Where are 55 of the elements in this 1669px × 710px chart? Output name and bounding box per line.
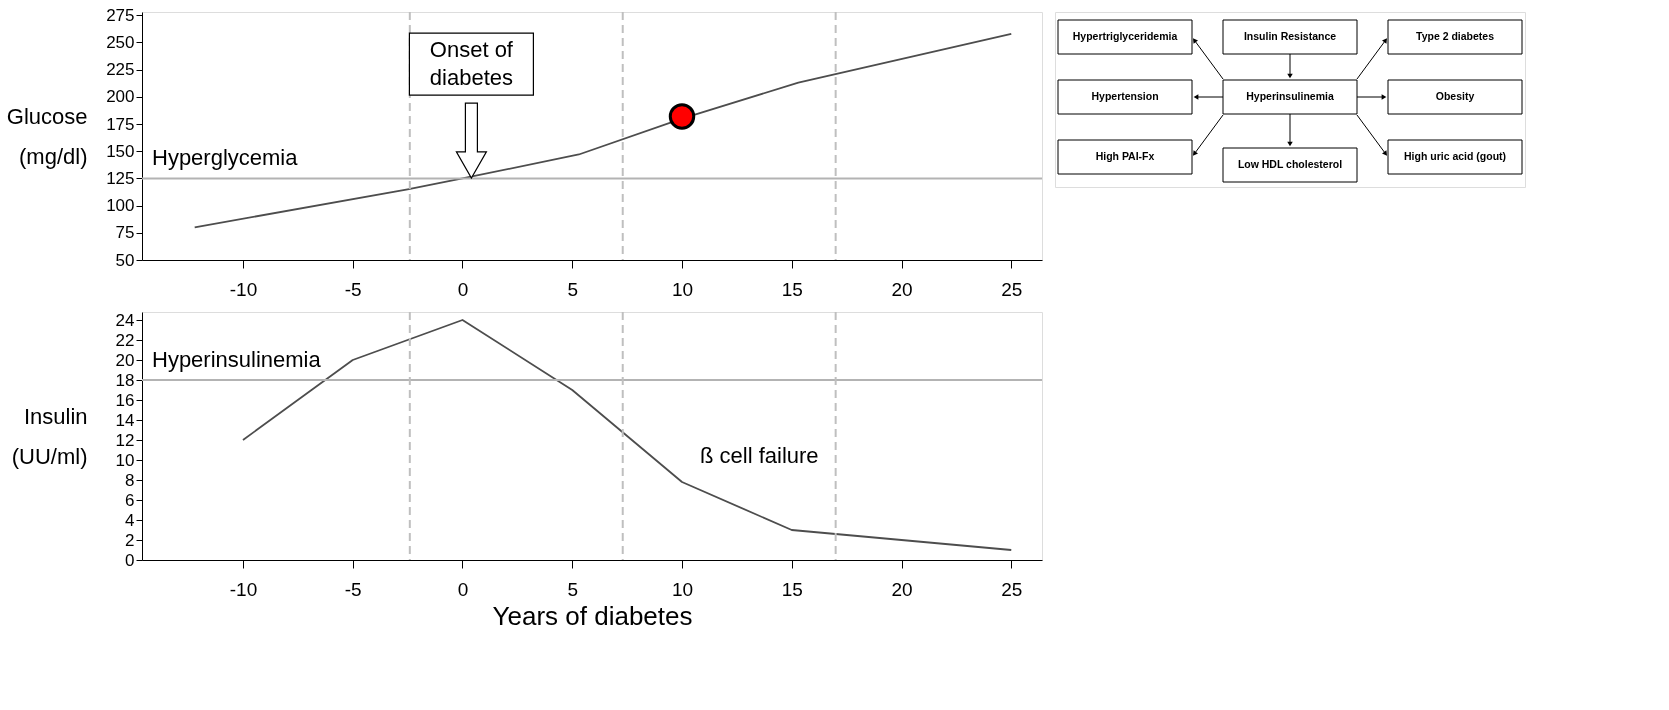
annotation: Onset of diabetes — [429, 37, 514, 91]
x-tick-label: 10 — [671, 278, 694, 300]
text: Type 2 diabetes — [1415, 30, 1495, 42]
y-tick-label: 150 — [106, 141, 135, 161]
y-axis-title: Insulin (UU/ml) — [11, 403, 88, 469]
y-tick-label: 6 — [125, 490, 135, 510]
x-tick-label: 25 — [1001, 578, 1023, 600]
text: Hypertension — [1091, 90, 1159, 102]
text: Insulin Resistance — [1243, 30, 1337, 42]
x-tick-label: 5 — [567, 278, 579, 300]
text: High PAI-Fx — [1095, 150, 1155, 162]
y-tick-label: 250 — [106, 32, 135, 52]
x-tick-label: 0 — [457, 578, 469, 600]
x-tick-label: -10 — [229, 278, 258, 300]
y-tick-label: 20 — [115, 350, 135, 370]
text: Low HDL cholesterol — [1237, 158, 1343, 170]
ref-line-label: Hyperinsulinemia — [152, 347, 322, 372]
y-tick-label: 8 — [125, 470, 135, 490]
x-tick-label: 20 — [891, 578, 913, 600]
annotation: ß cell failure — [700, 442, 819, 468]
y-tick-label: 225 — [106, 60, 135, 80]
x-tick-label: 15 — [781, 278, 803, 300]
text: High uric acid (gout) — [1403, 150, 1507, 162]
x-axis-title: Years of diabetes — [492, 600, 693, 631]
text: Hyperinsulinemia — [1246, 90, 1334, 102]
x-tick-label: 5 — [567, 578, 579, 600]
y-tick-label: 18 — [115, 370, 135, 390]
y-tick-label: 14 — [115, 410, 135, 430]
x-tick-label: -10 — [229, 578, 258, 600]
x-tick-label: 15 — [781, 578, 803, 600]
x-tick-label: 10 — [671, 578, 694, 600]
ref-line-label: Hyperglycemia — [152, 145, 299, 171]
x-tick-label: -5 — [344, 578, 362, 600]
y-tick-label: 200 — [106, 87, 135, 107]
x-tick-label: 20 — [891, 278, 913, 300]
y-tick-label: 100 — [106, 196, 135, 216]
y-tick-label: 12 — [115, 430, 135, 450]
x-tick-label: 0 — [457, 278, 469, 300]
y-tick-label: 2 — [125, 530, 135, 550]
y-tick-label: 4 — [125, 510, 135, 530]
y-tick-label: 175 — [106, 114, 135, 134]
text: Obesity — [1435, 90, 1475, 102]
y-tick-label: 75 — [115, 223, 135, 243]
x-tick-label: 25 — [1001, 278, 1023, 300]
y-tick-label: 22 — [115, 330, 135, 350]
text: Hypertriglyceridemia — [1072, 30, 1178, 42]
y-tick-label: 125 — [106, 168, 135, 188]
y-axis-title: Glucose (mg/dl) — [6, 103, 88, 169]
y-tick-label: 275 — [106, 5, 135, 25]
y-tick-label: 24 — [115, 310, 135, 330]
y-tick-label: 50 — [115, 250, 135, 270]
x-tick-label: -5 — [344, 278, 362, 300]
y-tick-label: 0 — [125, 550, 135, 570]
y-tick-label: 16 — [115, 390, 135, 410]
y-tick-label: 10 — [115, 450, 135, 470]
